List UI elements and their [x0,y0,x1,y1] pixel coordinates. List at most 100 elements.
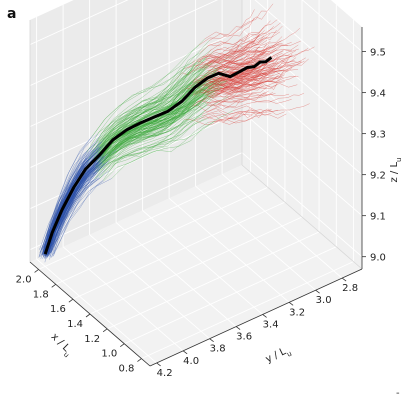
trajectory-segment [227,68,237,75]
trajectory-segment [197,60,209,65]
trajectory-segment [240,21,249,27]
trajectory-segment [264,24,272,26]
trajectory-segment [259,69,268,72]
trajectory-segment [58,179,71,203]
trajectory-segment [136,131,151,134]
trajectory-segment [97,161,112,173]
trajectory-segment [183,84,197,92]
trajectory-segment [241,51,248,57]
trajectory-segment [107,138,123,154]
trajectory-segment [50,231,58,253]
trajectory-segment [117,115,130,125]
trajectory-segment [257,100,268,102]
trajectory-segment [238,74,244,77]
trajectory-segment [132,91,147,96]
trajectory-segment [227,35,234,42]
trajectory-segment [253,68,259,70]
trajectory-segment [172,106,187,117]
trajectory-segment [267,108,277,116]
z-tick-label: 9.1 [370,212,386,223]
trajectory-segment [173,55,187,69]
trajectory-segment [227,111,239,116]
trajectory-segment [226,53,235,62]
trajectory-segment [112,115,126,123]
trajectory-segment [165,119,182,133]
trajectory-segment [247,114,253,118]
trajectory-segment [194,64,206,71]
y-tick-label: 3.6 [236,332,252,343]
trajectory-segment [290,40,301,46]
trajectory-segment [233,34,240,37]
trajectory-segment [192,105,208,115]
trajectory-segment [230,100,239,106]
trajectory-segment [93,165,106,180]
trajectory-segment [224,77,238,81]
trajectory-segment [271,59,278,66]
trajectory-segment [173,120,189,134]
trajectory-segment [231,112,239,117]
trajectory-segment [108,147,123,159]
trajectory-segment [156,106,170,115]
trajectory-segment [220,33,230,39]
trajectory-segment [227,68,241,71]
trajectory-segment [249,113,255,116]
trajectory-segment [248,40,256,43]
trajectory-segment [269,57,276,62]
trajectory-segment [166,124,181,133]
trajectory-segment [268,68,277,72]
trajectory-segment [273,62,281,66]
trajectory-segment [270,62,278,67]
trajectory-segment [291,69,299,71]
trajectory-segment [171,75,186,88]
trajectory-segment [74,152,87,176]
trajectory-segment [270,31,277,34]
trajectory-segment [171,82,184,96]
trajectory-segment [209,100,222,104]
trajectory-segment [280,59,288,63]
trajectory-segment [42,229,49,258]
trajectory-segment [139,145,155,153]
trajectory-segment [154,94,169,99]
trajectory-segment [195,116,207,121]
trajectory-segment [230,91,241,94]
trajectory-segment [100,118,115,136]
trajectory-segment [266,26,274,34]
trajectory-segment [181,115,195,126]
trajectory-segment [166,137,181,147]
trajectory-segment [277,113,287,119]
trajectory-segment [241,96,251,102]
trajectory-segment [239,29,245,37]
trajectory-segment [294,28,300,33]
y-tick-mark [315,289,320,294]
trajectory-segment [232,79,243,87]
trajectory-segment [96,178,112,187]
trajectory-segment [126,136,140,143]
trajectory-segment [220,86,234,89]
trajectory-segment [116,143,130,158]
trajectory-segment [156,88,171,97]
trajectory-segment [119,94,133,107]
trajectory-segment [251,61,257,65]
trajectory-segment [180,81,192,93]
trajectory-segment [70,195,82,218]
trajectory-segment [194,105,212,120]
trajectory-segment [205,65,216,70]
trajectory-segment [157,149,172,153]
trajectory-segment [88,145,103,161]
trajectory-segment [228,26,237,35]
trajectory-segment [235,100,241,107]
trajectory-segment [275,36,283,43]
trajectory-segment [257,28,263,36]
trajectory-segment [236,62,243,68]
trajectory-segment [264,66,273,69]
trajectory-segment [284,99,292,102]
trajectory-segment [83,133,99,149]
trajectory-segment [241,47,252,53]
trajectory-segment [178,80,191,94]
trajectory-segment [221,56,235,60]
trajectory-segment [236,25,245,32]
trajectory-segment [152,132,167,136]
x-tick-mark [51,283,56,288]
trajectory-segment [212,120,220,125]
trajectory-segment [231,26,242,36]
